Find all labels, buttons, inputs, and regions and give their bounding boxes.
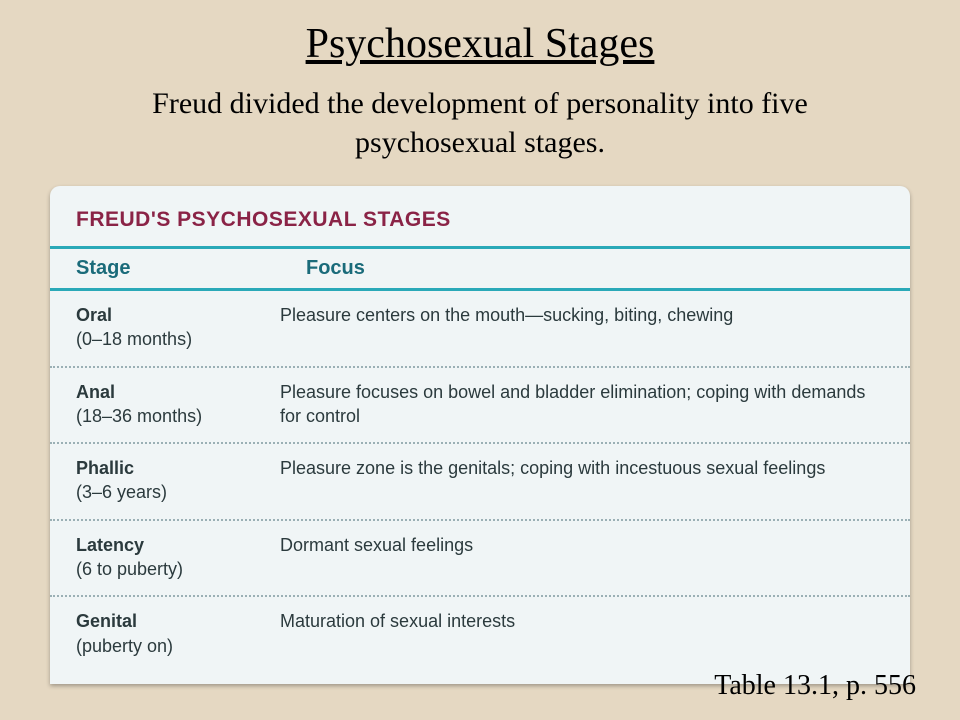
slide-subtitle: Freud divided the development of persona… [0,68,960,186]
table-card-title: FREUD'S PSYCHOSEXUAL STAGES [50,186,910,246]
cell-stage: Genital (puberty on) [50,597,280,672]
col-header-focus: Focus [280,249,910,288]
stages-table-card: FREUD'S PSYCHOSEXUAL STAGES Stage Focus … [50,186,910,684]
col-header-stage: Stage [50,249,280,288]
cell-focus: Pleasure zone is the genitals; coping wi… [280,444,910,519]
cell-stage: Anal (18–36 months) [50,368,280,443]
cell-stage: Phallic (3–6 years) [50,444,280,519]
table-row: Anal (18–36 months) Pleasure focuses on … [50,368,910,445]
slide-title: Psychosexual Stages [0,0,960,68]
table-row: Oral (0–18 months) Pleasure centers on t… [50,291,910,368]
table-row: Latency (6 to puberty) Dormant sexual fe… [50,521,910,598]
stage-name: Anal [76,380,270,404]
stage-age: (0–18 months) [76,327,270,351]
cell-stage: Oral (0–18 months) [50,291,280,366]
stage-age: (puberty on) [76,634,270,658]
table-caption: Table 13.1, p. 556 [714,670,916,702]
cell-focus: Maturation of sexual interests [280,597,910,672]
table-row: Phallic (3–6 years) Pleasure zone is the… [50,444,910,521]
stage-age: (3–6 years) [76,480,270,504]
table-header-row: Stage Focus [50,246,910,291]
cell-focus: Dormant sexual feelings [280,521,910,596]
stage-age: (6 to puberty) [76,557,270,581]
stage-age: (18–36 months) [76,404,270,428]
cell-stage: Latency (6 to puberty) [50,521,280,596]
stage-name: Phallic [76,456,270,480]
stage-name: Genital [76,609,270,633]
stage-name: Oral [76,303,270,327]
cell-focus: Pleasure centers on the mouth—sucking, b… [280,291,910,366]
cell-focus: Pleasure focuses on bowel and bladder el… [280,368,910,443]
stage-name: Latency [76,533,270,557]
table-body: Oral (0–18 months) Pleasure centers on t… [50,291,910,684]
